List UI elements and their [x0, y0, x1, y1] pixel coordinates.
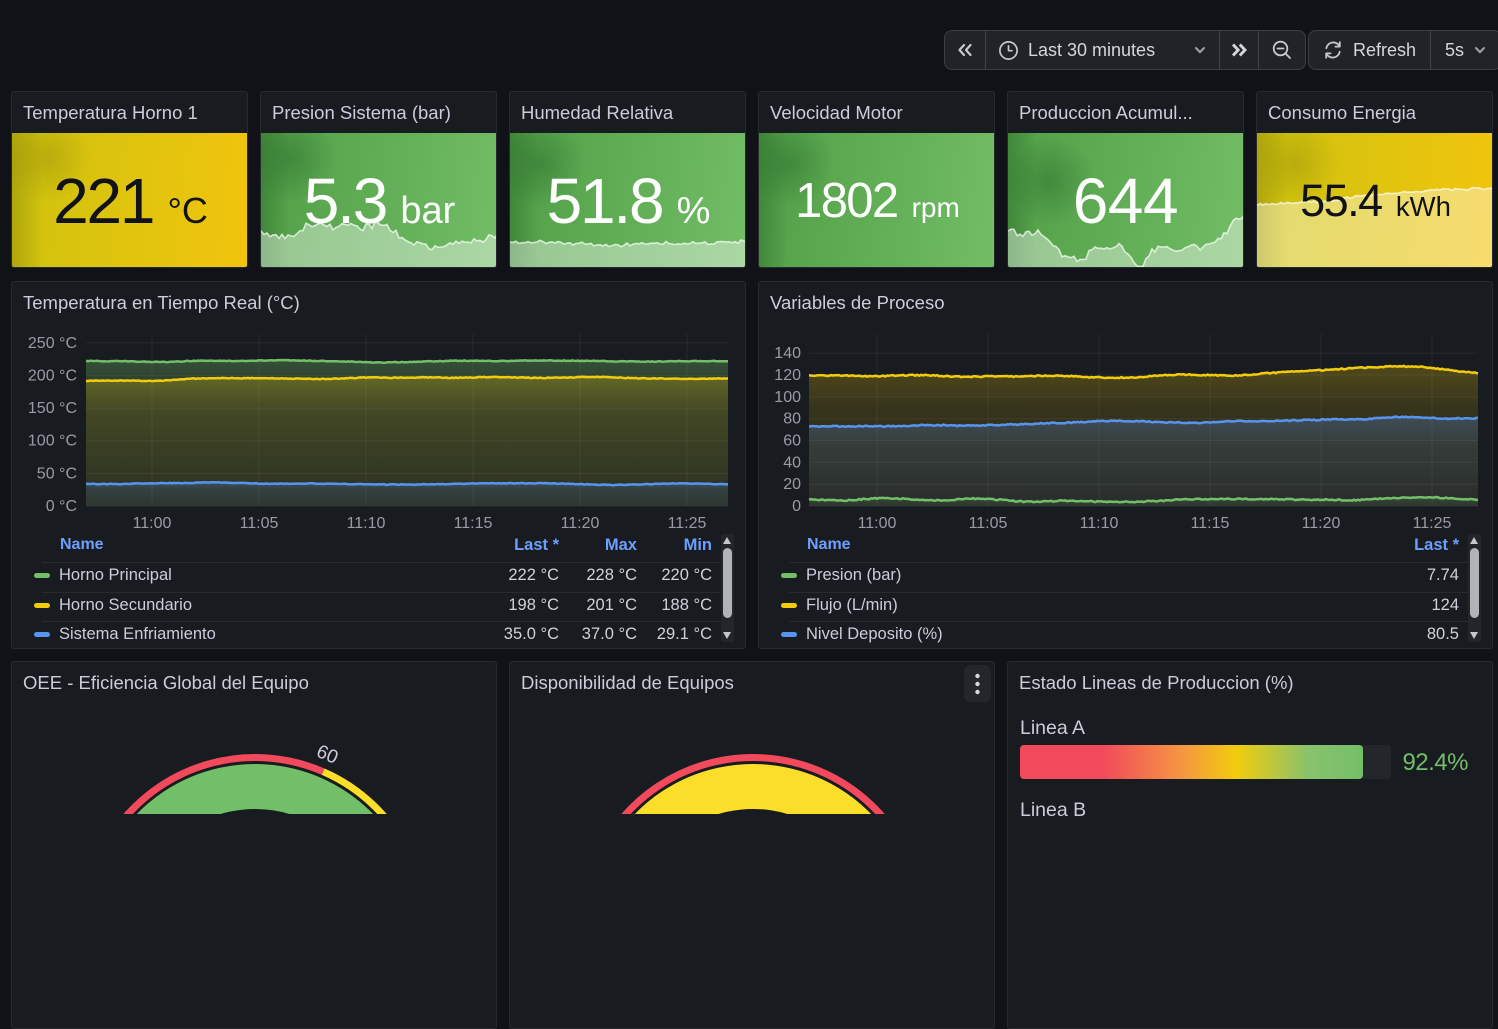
- svg-text:20: 20: [783, 476, 801, 493]
- svg-text:0 °C: 0 °C: [46, 498, 77, 515]
- svg-text:11:10: 11:10: [1080, 515, 1119, 532]
- svg-text:11:00: 11:00: [133, 515, 172, 532]
- svg-text:200 °C: 200 °C: [28, 367, 77, 384]
- svg-text:0: 0: [792, 498, 801, 515]
- svg-text:11:20: 11:20: [1302, 515, 1341, 532]
- svg-text:60: 60: [783, 433, 801, 450]
- svg-text:40: 40: [783, 454, 801, 471]
- svg-text:150 °C: 150 °C: [28, 400, 77, 417]
- svg-text:100: 100: [774, 389, 801, 406]
- svg-text:11:15: 11:15: [454, 515, 493, 532]
- svg-text:11:25: 11:25: [668, 515, 707, 532]
- svg-text:50 °C: 50 °C: [37, 465, 77, 482]
- svg-text:11:20: 11:20: [561, 515, 600, 532]
- svg-text:11:25: 11:25: [1413, 515, 1452, 532]
- svg-text:80: 80: [783, 411, 801, 428]
- svg-text:250 °C: 250 °C: [28, 335, 77, 352]
- svg-text:11:05: 11:05: [969, 515, 1008, 532]
- svg-text:11:00: 11:00: [858, 515, 897, 532]
- svg-text:100 °C: 100 °C: [28, 433, 77, 450]
- svg-text:11:15: 11:15: [1191, 515, 1230, 532]
- svg-text:60: 60: [313, 741, 341, 769]
- svg-text:11:10: 11:10: [347, 515, 386, 532]
- svg-text:11:05: 11:05: [240, 515, 279, 532]
- svg-text:140: 140: [774, 345, 801, 362]
- svg-text:120: 120: [774, 367, 801, 384]
